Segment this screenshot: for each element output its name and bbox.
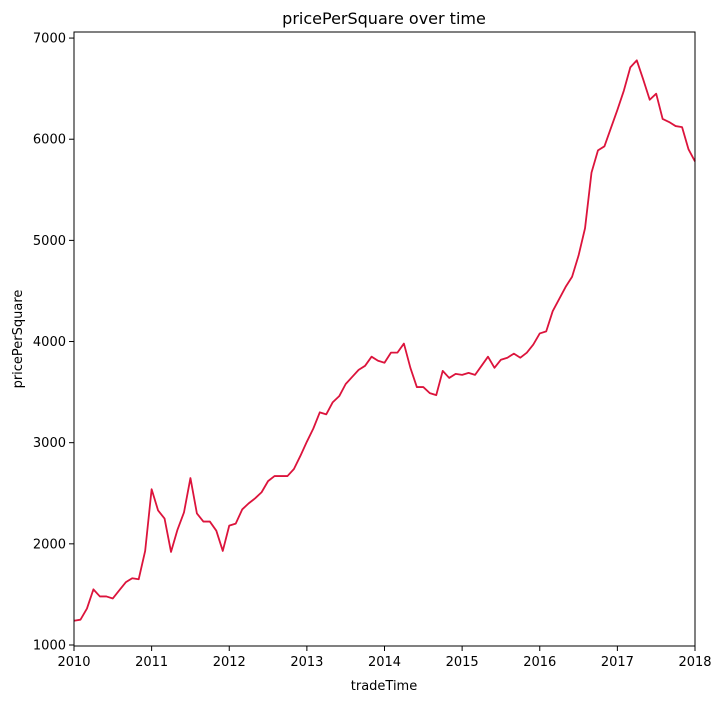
plot-area	[73, 59, 696, 622]
x-axis: 2010 2011 2012 2013 2014 2015 2016 2017 2018	[57, 646, 712, 670]
x-tick-label: 2013	[290, 655, 323, 670]
y-axis: 1000 2000 3000 4000 5000 6000 7000	[33, 32, 74, 653]
y-tick-label: 7000	[33, 32, 66, 47]
chart-title: pricePerSquare over time	[282, 9, 486, 28]
y-tick-label: 2000	[33, 537, 66, 552]
y-tick-label: 5000	[33, 234, 66, 249]
x-tick-label: 2010	[57, 655, 90, 670]
x-tick-label: 2011	[135, 655, 168, 670]
x-axis-label: tradeTime	[351, 679, 417, 694]
y-axis-label: pricePerSquare	[11, 290, 26, 389]
x-tick-label: 2018	[678, 655, 711, 670]
y-tick-label: 4000	[33, 335, 66, 350]
series-line-0	[73, 59, 696, 622]
x-tick-label: 2015	[446, 655, 479, 670]
x-tick-label: 2017	[601, 655, 634, 670]
y-tick-label: 6000	[33, 133, 66, 148]
y-tick-label: 1000	[33, 638, 66, 653]
x-tick-label: 2014	[368, 655, 401, 670]
x-tick-label: 2016	[523, 655, 556, 670]
y-tick-label: 3000	[33, 436, 66, 451]
x-tick-label: 2012	[213, 655, 246, 670]
